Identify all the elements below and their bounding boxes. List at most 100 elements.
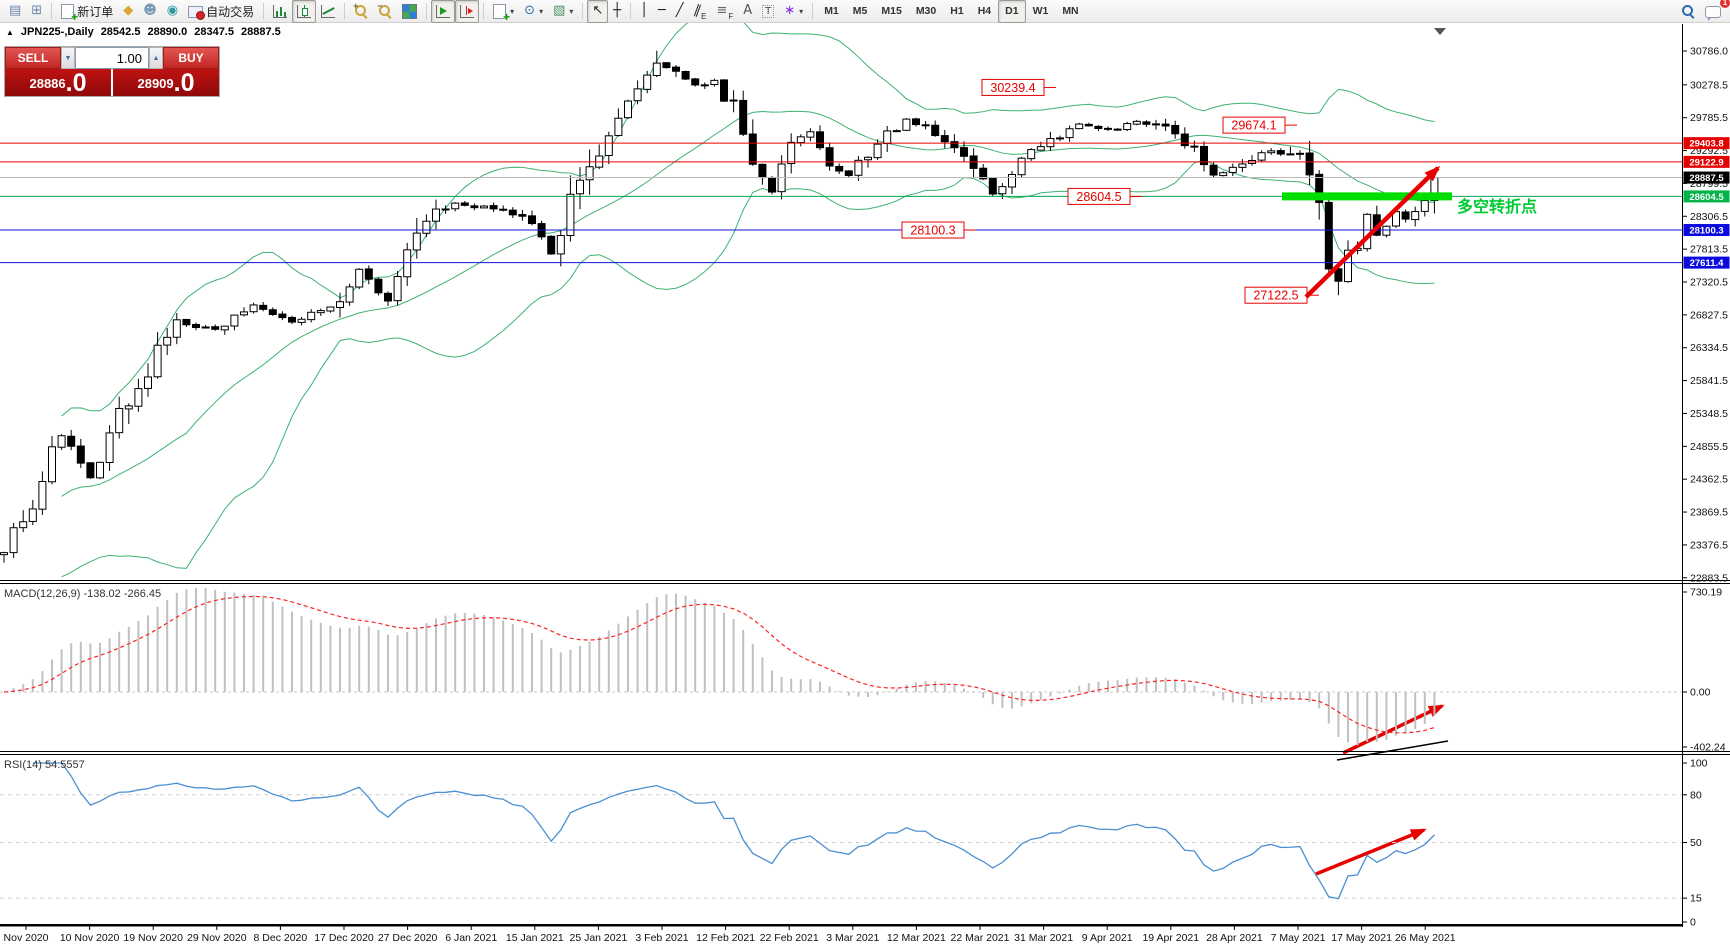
text-icon[interactable]: A <box>743 3 753 18</box>
svg-text:15: 15 <box>1690 893 1702 905</box>
fibonacci-icon[interactable]: ≡ F <box>716 3 734 21</box>
svg-text:27 Dec 2020: 27 Dec 2020 <box>378 932 438 944</box>
svg-text:31 Mar 2021: 31 Mar 2021 <box>1014 932 1073 944</box>
chart-shift-marker[interactable] <box>1434 28 1446 35</box>
volume-input[interactable]: 1.00 <box>75 47 149 69</box>
price-callout-label[interactable]: 28604.5 <box>1067 187 1142 205</box>
sell-price-frac: .0 <box>65 69 87 96</box>
timeframe-m5[interactable]: M5 <box>852 5 868 17</box>
zoom-out-icon[interactable]: − <box>373 0 397 23</box>
auto-scroll-icon[interactable] <box>431 0 456 23</box>
price-axis[interactable]: 30786.030278.529785.529292.528799.528306… <box>1682 45 1730 584</box>
vertical-line-icon[interactable]: │ <box>640 3 648 18</box>
symbol-period-label: JPN225-,Daily <box>20 26 94 38</box>
text-label-icon[interactable]: T <box>757 0 779 23</box>
history-center-icon[interactable]: ◆ <box>123 3 134 18</box>
timeframe-w1[interactable]: W1 <box>1032 5 1049 17</box>
svg-text:25 Jan 2021: 25 Jan 2021 <box>569 932 627 944</box>
svg-text:29 Nov 2020: 29 Nov 2020 <box>187 932 247 944</box>
collapse-one-click-icon[interactable]: ▲ <box>6 28 14 37</box>
svg-text:27611.4: 27611.4 <box>1690 258 1725 269</box>
svg-text:23376.5: 23376.5 <box>1690 539 1728 551</box>
svg-text:9 Apr 2021: 9 Apr 2021 <box>1082 932 1133 944</box>
market-depth-icon[interactable]: ☻ <box>143 3 157 18</box>
profiles-icon[interactable]: ⊙ ▾ <box>524 3 544 18</box>
panel-frames <box>0 24 1730 927</box>
svg-text:12 Feb 2021: 12 Feb 2021 <box>696 932 755 944</box>
horizontal-line-icon[interactable]: ─ <box>657 3 666 18</box>
toolbar-separator <box>263 3 265 19</box>
buy-button[interactable]: BUY <box>163 47 219 69</box>
time-axis[interactable]: Nov 2020 10 Nov 2020 19 Nov 2020 29 Nov 202… <box>4 926 1456 945</box>
ohlc-high: 28890.0 <box>147 26 188 38</box>
svg-text:28100.3: 28100.3 <box>1689 226 1723 237</box>
candlestick-mode-icon[interactable] <box>292 0 317 23</box>
svg-text:-402.24: -402.24 <box>1690 742 1726 754</box>
equidistant-channel-icon[interactable]: ∥ E <box>691 2 707 21</box>
main-toolbar: ▤ ⊞ 新订单 ◆ ☻ ◉ 自动交易 +− ▾ ⊙▾ ▧▾ ↖ ┼ │ ─ ╱ ∥E ≡F AT ∗▾ M1 M5 M15 M… <box>0 0 1730 24</box>
new-order-button[interactable]: 新订单 <box>56 0 118 24</box>
timeframe-m30[interactable]: M30 <box>915 5 937 17</box>
arrows-icon[interactable]: ∗ ▾ <box>784 3 804 18</box>
svg-text:30786.0: 30786.0 <box>1690 45 1728 57</box>
svg-text:0: 0 <box>1690 917 1696 929</box>
timeframe-h4[interactable]: H4 <box>977 5 992 17</box>
macd-support-trendline[interactable] <box>1336 740 1449 761</box>
strategy-tester-icon[interactable]: ⊞ <box>31 3 43 18</box>
svg-text:多空转折点: 多空转折点 <box>1457 197 1537 216</box>
crosshair-icon[interactable]: ┼ <box>613 3 622 18</box>
toolbar-separator <box>630 3 632 19</box>
chart-shift-icon[interactable] <box>455 0 480 23</box>
rsi-line <box>32 762 1435 900</box>
price-callout-label[interactable]: 30239.4 <box>981 78 1056 96</box>
svg-text:6 Jan 2021: 6 Jan 2021 <box>445 932 497 944</box>
svg-text:RSI(14) 54.5557: RSI(14) 54.5557 <box>4 759 85 771</box>
volume-increase-button[interactable]: ▲ <box>149 47 163 69</box>
trend-arrow-rsi[interactable] <box>1315 828 1427 876</box>
svg-text:15 Jan 2021: 15 Jan 2021 <box>506 932 564 944</box>
charts-window-icon[interactable]: ▤ <box>9 3 22 18</box>
cursor-icon[interactable]: ↖ <box>587 0 609 23</box>
line-chart-mode-icon[interactable] <box>316 0 340 23</box>
svg-text:19 Apr 2021: 19 Apr 2021 <box>1142 932 1199 944</box>
sell-button[interactable]: SELL <box>5 47 61 69</box>
svg-text:17 May 2021: 17 May 2021 <box>1331 932 1392 944</box>
svg-text:28 Apr 2021: 28 Apr 2021 <box>1206 932 1263 944</box>
volume-decrease-button[interactable]: ▼ <box>61 47 75 69</box>
sell-price-display[interactable]: 28886 .0 <box>5 69 111 96</box>
templates-icon[interactable]: ▧ ▾ <box>553 3 574 18</box>
timeframe-m1[interactable]: M1 <box>824 5 839 17</box>
svg-text:3 Feb 2021: 3 Feb 2021 <box>635 932 688 944</box>
tile-windows-icon[interactable] <box>397 0 422 23</box>
candlestick-series <box>0 50 1439 563</box>
macd-axis[interactable]: 730.19 0.00 -402.24 <box>1682 587 1726 754</box>
trend-arrow-main[interactable] <box>1304 165 1441 299</box>
one-click-trading-panel: SELL ▼ 1.00 ▲ BUY 28886 .0 28909 .0 <box>4 46 220 97</box>
notifications-icon[interactable]: 1 <box>1700 0 1730 23</box>
bar-chart-mode-icon[interactable] <box>268 0 292 23</box>
timeframe-mn[interactable]: MN <box>1062 5 1079 17</box>
autotrading-button[interactable]: 自动交易 <box>183 0 259 23</box>
price-callout-label[interactable]: 28100.3 <box>901 221 976 239</box>
svg-text:17 Dec 2020: 17 Dec 2020 <box>314 932 374 944</box>
price-callout-label[interactable]: 29674.1 <box>1222 116 1297 134</box>
search-icon[interactable] <box>1676 0 1700 23</box>
zoom-in-icon[interactable]: + <box>349 0 373 23</box>
buy-price-main: 28909 <box>137 76 174 91</box>
new-chart-icon[interactable]: ▾ <box>488 0 519 24</box>
rsi-axis[interactable]: 100 80 50 15 0 <box>1682 758 1708 929</box>
timeframe-d1[interactable]: D1 <box>998 0 1026 23</box>
timeframe-m15[interactable]: M15 <box>881 5 902 17</box>
timeframe-h1[interactable]: H1 <box>950 5 964 17</box>
buy-price-frac: .0 <box>173 69 195 96</box>
svg-text:29403.8: 29403.8 <box>1689 139 1723 150</box>
buy-price-display[interactable]: 28909 .0 <box>113 69 219 96</box>
signals-icon[interactable]: ◉ <box>166 3 179 18</box>
trendline-icon[interactable]: ╱ <box>675 3 684 18</box>
svg-text:26827.5: 26827.5 <box>1690 309 1728 321</box>
cn-annotation-text[interactable]: 多空转折点 <box>1457 197 1537 216</box>
price-callout-label[interactable]: 27122.5 <box>1244 286 1319 304</box>
svg-text:28604.5: 28604.5 <box>1689 192 1724 203</box>
svg-text:28887.5: 28887.5 <box>1689 173 1724 184</box>
macd-signal-line <box>3 595 1435 734</box>
